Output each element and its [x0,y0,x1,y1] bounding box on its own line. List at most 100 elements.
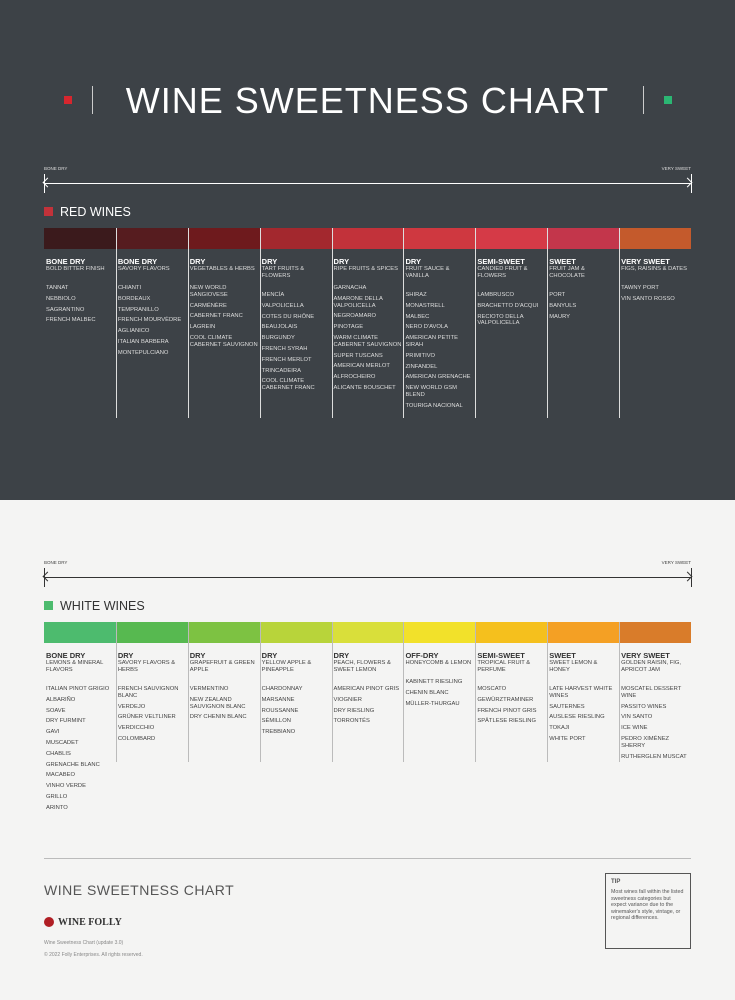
wine: TORRONTÉS [333,718,370,725]
wine: GEWÜRZTRAMINER [477,696,534,703]
wine: ALBARIÑO [46,696,76,703]
sweetness-level: BONE DRY [46,257,86,266]
flavor: BOLD BITTER FINISH [46,266,105,272]
color-bar [331,228,404,249]
flavor: YELLOW APPLE & PINEAPPLE [261,660,312,673]
wine: MAURY [549,313,571,320]
column: SWEET FRUIT JAM & CHOCOLATE PORT BANYULS MAU… [549,258,617,324]
flavor: SWEET LEMON & HONEY [549,660,598,673]
column-divider [475,622,477,762]
column-divider [187,622,189,762]
wine: VERDICCHIO [117,725,155,732]
column: SEMI-SWEET TROPICAL FRUIT & PERFUME MOSCAT… [477,652,545,729]
wine: SUPER TUSCANS [333,352,383,359]
section-title: RED WINES [60,205,131,219]
column-divider [115,622,117,762]
arrow-tick [691,174,692,193]
sweetness-level: DRY [189,651,206,660]
wine: FRENCH PINOT GRIS [477,707,537,714]
copyright: © 2022 Folly Enterprises. All rights res… [44,952,143,958]
wine: BURGUNDY [261,335,295,342]
wine: DRY FURMINT [46,718,86,725]
sweetness-level: DRY [333,651,350,660]
wine: COOL CLIMATE CABERNET FRANC [261,378,315,392]
sweetness-level: DRY [333,257,350,266]
footer-rule [44,858,691,859]
flavor: CANDIED FRUIT & FLOWERS [477,266,528,279]
wine: PRIMITIVO [405,352,436,359]
wine: GARNACHA [333,285,367,291]
credit: Wine Sweetness Chart (update 3.0) [44,940,124,946]
color-bar [44,622,116,643]
flavor: TROPICAL FRUIT & PERFUME [477,660,531,673]
column: DRY YELLOW APPLE & PINEAPPLE CHARDONNAY MAR… [262,652,330,740]
wine: MACABEO [46,772,75,779]
section-title: WHITE WINES [60,599,145,613]
column-divider [547,228,549,418]
scale-arrow [44,577,691,578]
color-bar [187,228,260,249]
column: VERY SWEET GOLDEN RAISIN, FIG, APRICOT JA… [621,652,689,764]
sweetness-level: BONE DRY [46,651,86,660]
sweetness-level: VERY SWEET [621,257,670,266]
wine: SAUTERNES [549,703,585,710]
column: DRY VEGETABLES & HERBS NEW WORLD SANGIOVES… [190,258,258,353]
wine: SAGRANTINO [46,306,85,313]
wine: LATE HARVEST WHITE WINES [549,686,613,699]
wine: CHARDONNAY [261,686,303,692]
wine: GRÜNER VELTLINER [117,714,176,721]
sweetness-level: VERY SWEET [621,651,670,660]
column: VERY SWEET FIGS, RAISINS & DATES TAWNY POR… [621,258,689,307]
color-bar [259,228,332,249]
wine: VERDEJO [117,703,146,710]
divider [643,86,644,114]
sweetness-level: DRY [117,651,134,660]
column-divider [331,228,333,418]
color-bar [547,228,620,249]
wine: WARM CLIMATE CABERNET SAUVIGNON [333,334,402,348]
wine: MENCÍA [261,292,285,298]
wine: BEAUJOLAIS [261,324,298,331]
wine: COOL CLIMATE CABERNET SAUVIGNON [189,334,258,348]
wine: MONTEPULCIANO [117,349,169,356]
column: DRY TART FRUITS & FLOWERS MENCÍA VALPOLICEL… [262,258,330,396]
wine: RUTHERGLEN MUSCAT [621,753,687,760]
sweetness-level: DRY [405,257,421,266]
wine: TOURIGA NACIONAL [405,402,463,409]
red-panel [0,0,735,500]
flavor: FRUIT JAM & CHOCOLATE [549,266,585,279]
column-divider [403,228,405,418]
tip-text: Most wines fall within the listed sweetn… [611,889,684,921]
sweetness-level: SEMI-SWEET [477,257,525,266]
flavor: SAVORY FLAVORS & HERBS [117,660,176,673]
wine: PINOTAGE [333,324,364,331]
wine: TOKAJI [549,725,570,732]
wine: MOSCATEL DESSERT WINE [621,686,682,699]
wine: VIOGNIER [333,696,362,703]
column-divider [475,228,477,418]
wine: DRY CHENIN BLANC [189,714,247,721]
column-divider [259,622,261,762]
color-bar [187,622,260,643]
column-divider [619,228,621,418]
sweetness-level: DRY [261,257,278,266]
wine: AMERICAN PINOT GRIS [333,686,400,692]
color-bar [44,228,116,249]
wine: GAVI [46,729,60,736]
wine: PORT [549,292,566,298]
wine: AMERICAN PETITE SIRAH [405,335,458,348]
wine: ICE WINE [621,725,648,732]
wine: NEW WORLD GSM BLEND [405,385,457,398]
wine: NERO D'AVOLA [405,324,448,331]
wine: VIN SANTO [621,714,653,721]
wine: FRENCH MERLOT [261,356,312,363]
wine: ALFROCHEIRO [333,374,376,381]
green-square [664,96,672,104]
footer-title: WINE SWEETNESS CHART [44,882,235,898]
wine: CARMÉNÈRE [189,302,227,309]
wine: GRILLO [46,793,68,800]
wine: AUSLESE RIESLING [549,714,605,721]
wine: TEMPRANILLO [117,306,159,313]
wine: TREBBIANO [261,729,296,736]
